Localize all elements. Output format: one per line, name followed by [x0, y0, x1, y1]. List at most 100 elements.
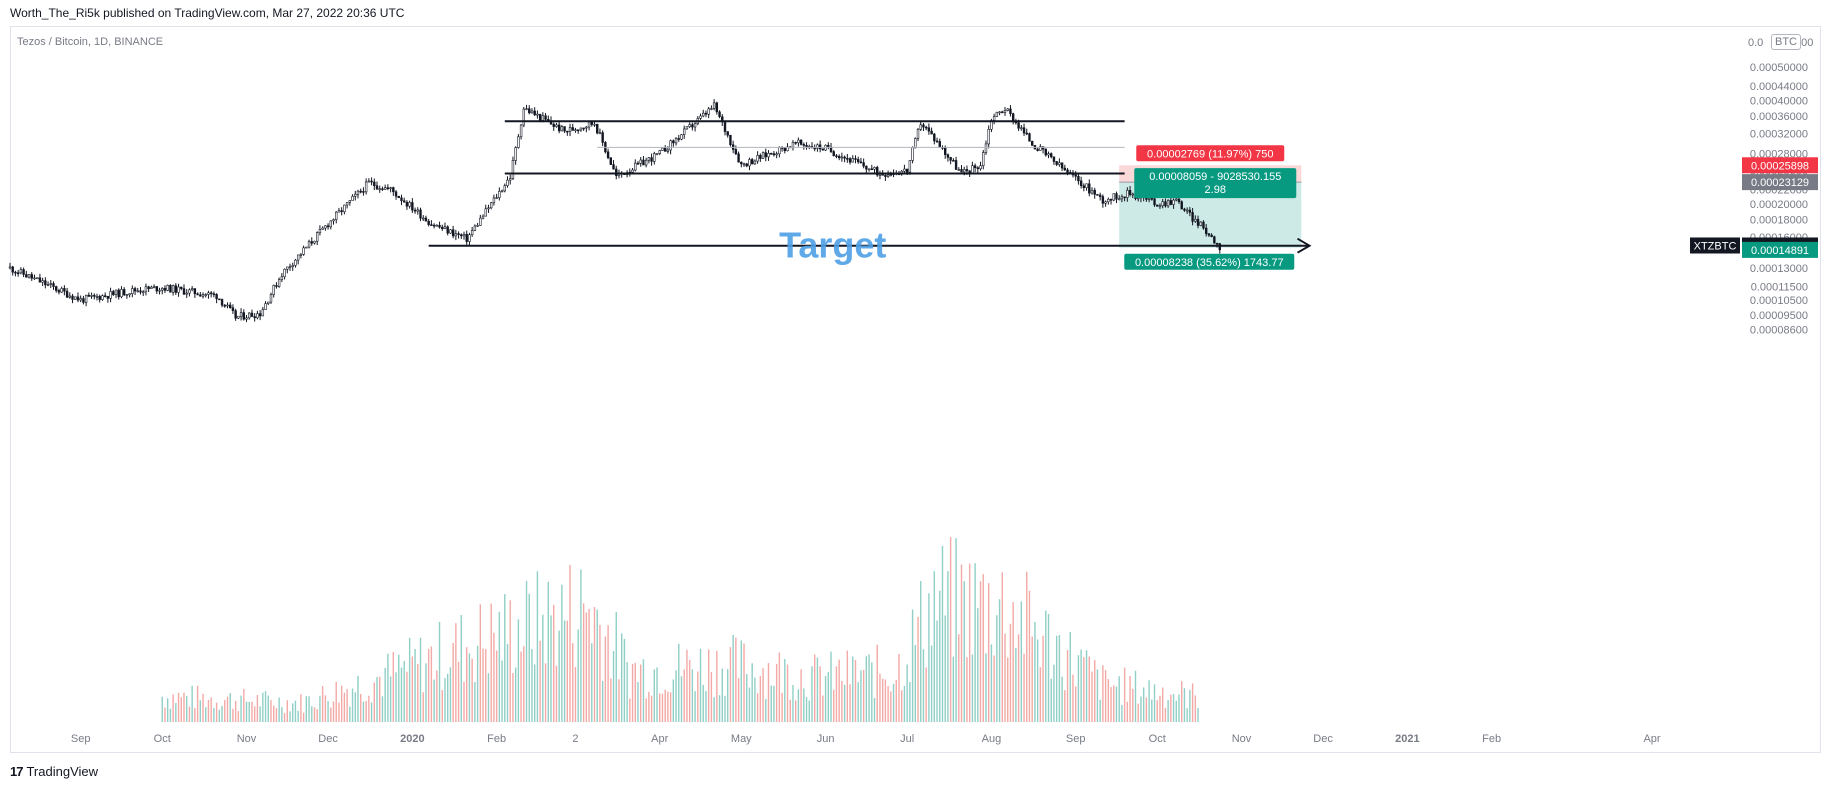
volume-bar	[550, 615, 552, 722]
x-tick-label: Feb	[1482, 733, 1501, 745]
volume-bar	[979, 581, 982, 722]
candle-body	[596, 123, 599, 134]
candle-body	[326, 225, 330, 228]
candle-body	[269, 294, 273, 303]
candle-body	[386, 187, 390, 190]
candle-body	[256, 313, 259, 319]
candle-body	[707, 108, 710, 115]
currency-badge[interactable]: BTC	[1771, 34, 1801, 50]
x-tick-label: Sep	[1066, 733, 1086, 745]
volume-bar	[958, 634, 960, 722]
volume-bar	[805, 697, 808, 722]
volume-bar	[895, 680, 897, 722]
candle-body	[601, 132, 604, 143]
candle-body	[76, 296, 80, 301]
candle-body	[886, 174, 890, 177]
candle-body	[552, 123, 555, 127]
candle-body	[685, 126, 689, 130]
candle	[242, 309, 245, 321]
volume-bar	[1159, 695, 1161, 722]
candle	[125, 294, 129, 299]
candle	[422, 215, 425, 221]
volume-bar	[1099, 699, 1101, 722]
candle-body	[612, 164, 615, 170]
tradingview-logo[interactable]: 17 TradingView	[10, 764, 98, 779]
candle	[55, 285, 58, 293]
volume-bar	[914, 644, 916, 722]
volume-bar	[881, 678, 884, 722]
candle	[1207, 233, 1211, 237]
volume-bar	[716, 650, 718, 722]
candle-body	[775, 153, 778, 156]
volume-bar	[186, 695, 188, 722]
candle-body	[528, 108, 531, 114]
volume-bar	[1164, 707, 1167, 722]
volume-bar	[936, 620, 938, 722]
candle-body	[1050, 153, 1053, 158]
candle	[1156, 204, 1159, 207]
candle-body	[443, 226, 447, 230]
candle	[609, 157, 613, 165]
volume-bar	[890, 691, 892, 722]
candle-body	[1215, 242, 1219, 245]
candle	[772, 150, 776, 157]
candle	[19, 267, 23, 275]
candle-body	[672, 140, 675, 144]
candle-body	[566, 130, 569, 133]
candle	[215, 293, 218, 304]
candle-body	[248, 312, 251, 319]
volume-bar	[539, 640, 541, 722]
candle-body	[1123, 196, 1126, 199]
candle-body	[1153, 198, 1156, 206]
candle-body	[862, 162, 865, 167]
candle-body	[1063, 167, 1067, 171]
candle-body	[571, 127, 574, 131]
candle	[424, 215, 428, 222]
volume-bar	[533, 664, 536, 722]
candle	[359, 188, 362, 194]
ticker-tag-bg	[1690, 237, 1740, 254]
candle	[299, 253, 303, 259]
y-tick-label: 0.00011500	[1751, 281, 1808, 293]
candle	[14, 270, 17, 277]
candle	[1088, 179, 1091, 197]
volume-bar	[1085, 650, 1088, 722]
candle-body	[294, 259, 297, 266]
volume-bar	[506, 643, 509, 722]
volume-bar	[1175, 700, 1177, 722]
candle-body	[718, 111, 721, 118]
volume-bar	[963, 581, 965, 722]
candle	[302, 245, 305, 256]
candle-body	[992, 116, 996, 121]
candle-body	[120, 289, 123, 298]
candle-body	[737, 153, 740, 163]
candle	[1079, 176, 1083, 189]
volume-bar	[321, 685, 324, 722]
candle	[397, 195, 400, 199]
candle-body	[930, 130, 933, 135]
candle-body	[590, 121, 593, 125]
candle	[770, 152, 773, 155]
candle-body	[935, 140, 939, 143]
volume-bar	[199, 700, 202, 722]
volume-bar	[262, 692, 264, 722]
volume-bar	[887, 686, 889, 722]
candle	[922, 122, 925, 132]
candle-body	[498, 191, 501, 198]
candle	[1085, 183, 1088, 191]
candle	[1109, 198, 1113, 205]
volume-bar	[792, 685, 794, 722]
candle-body	[1210, 234, 1213, 238]
x-tick-label: Apr	[1643, 733, 1660, 745]
volume-bar	[308, 696, 310, 722]
candle	[1011, 112, 1015, 125]
tradingview-logo-mark: 17	[10, 764, 24, 779]
candle	[177, 283, 180, 297]
volume-bar	[593, 607, 596, 722]
volume-bar	[1009, 623, 1012, 722]
candle-body	[199, 294, 202, 297]
candle	[663, 145, 667, 152]
candle-body	[424, 217, 428, 222]
